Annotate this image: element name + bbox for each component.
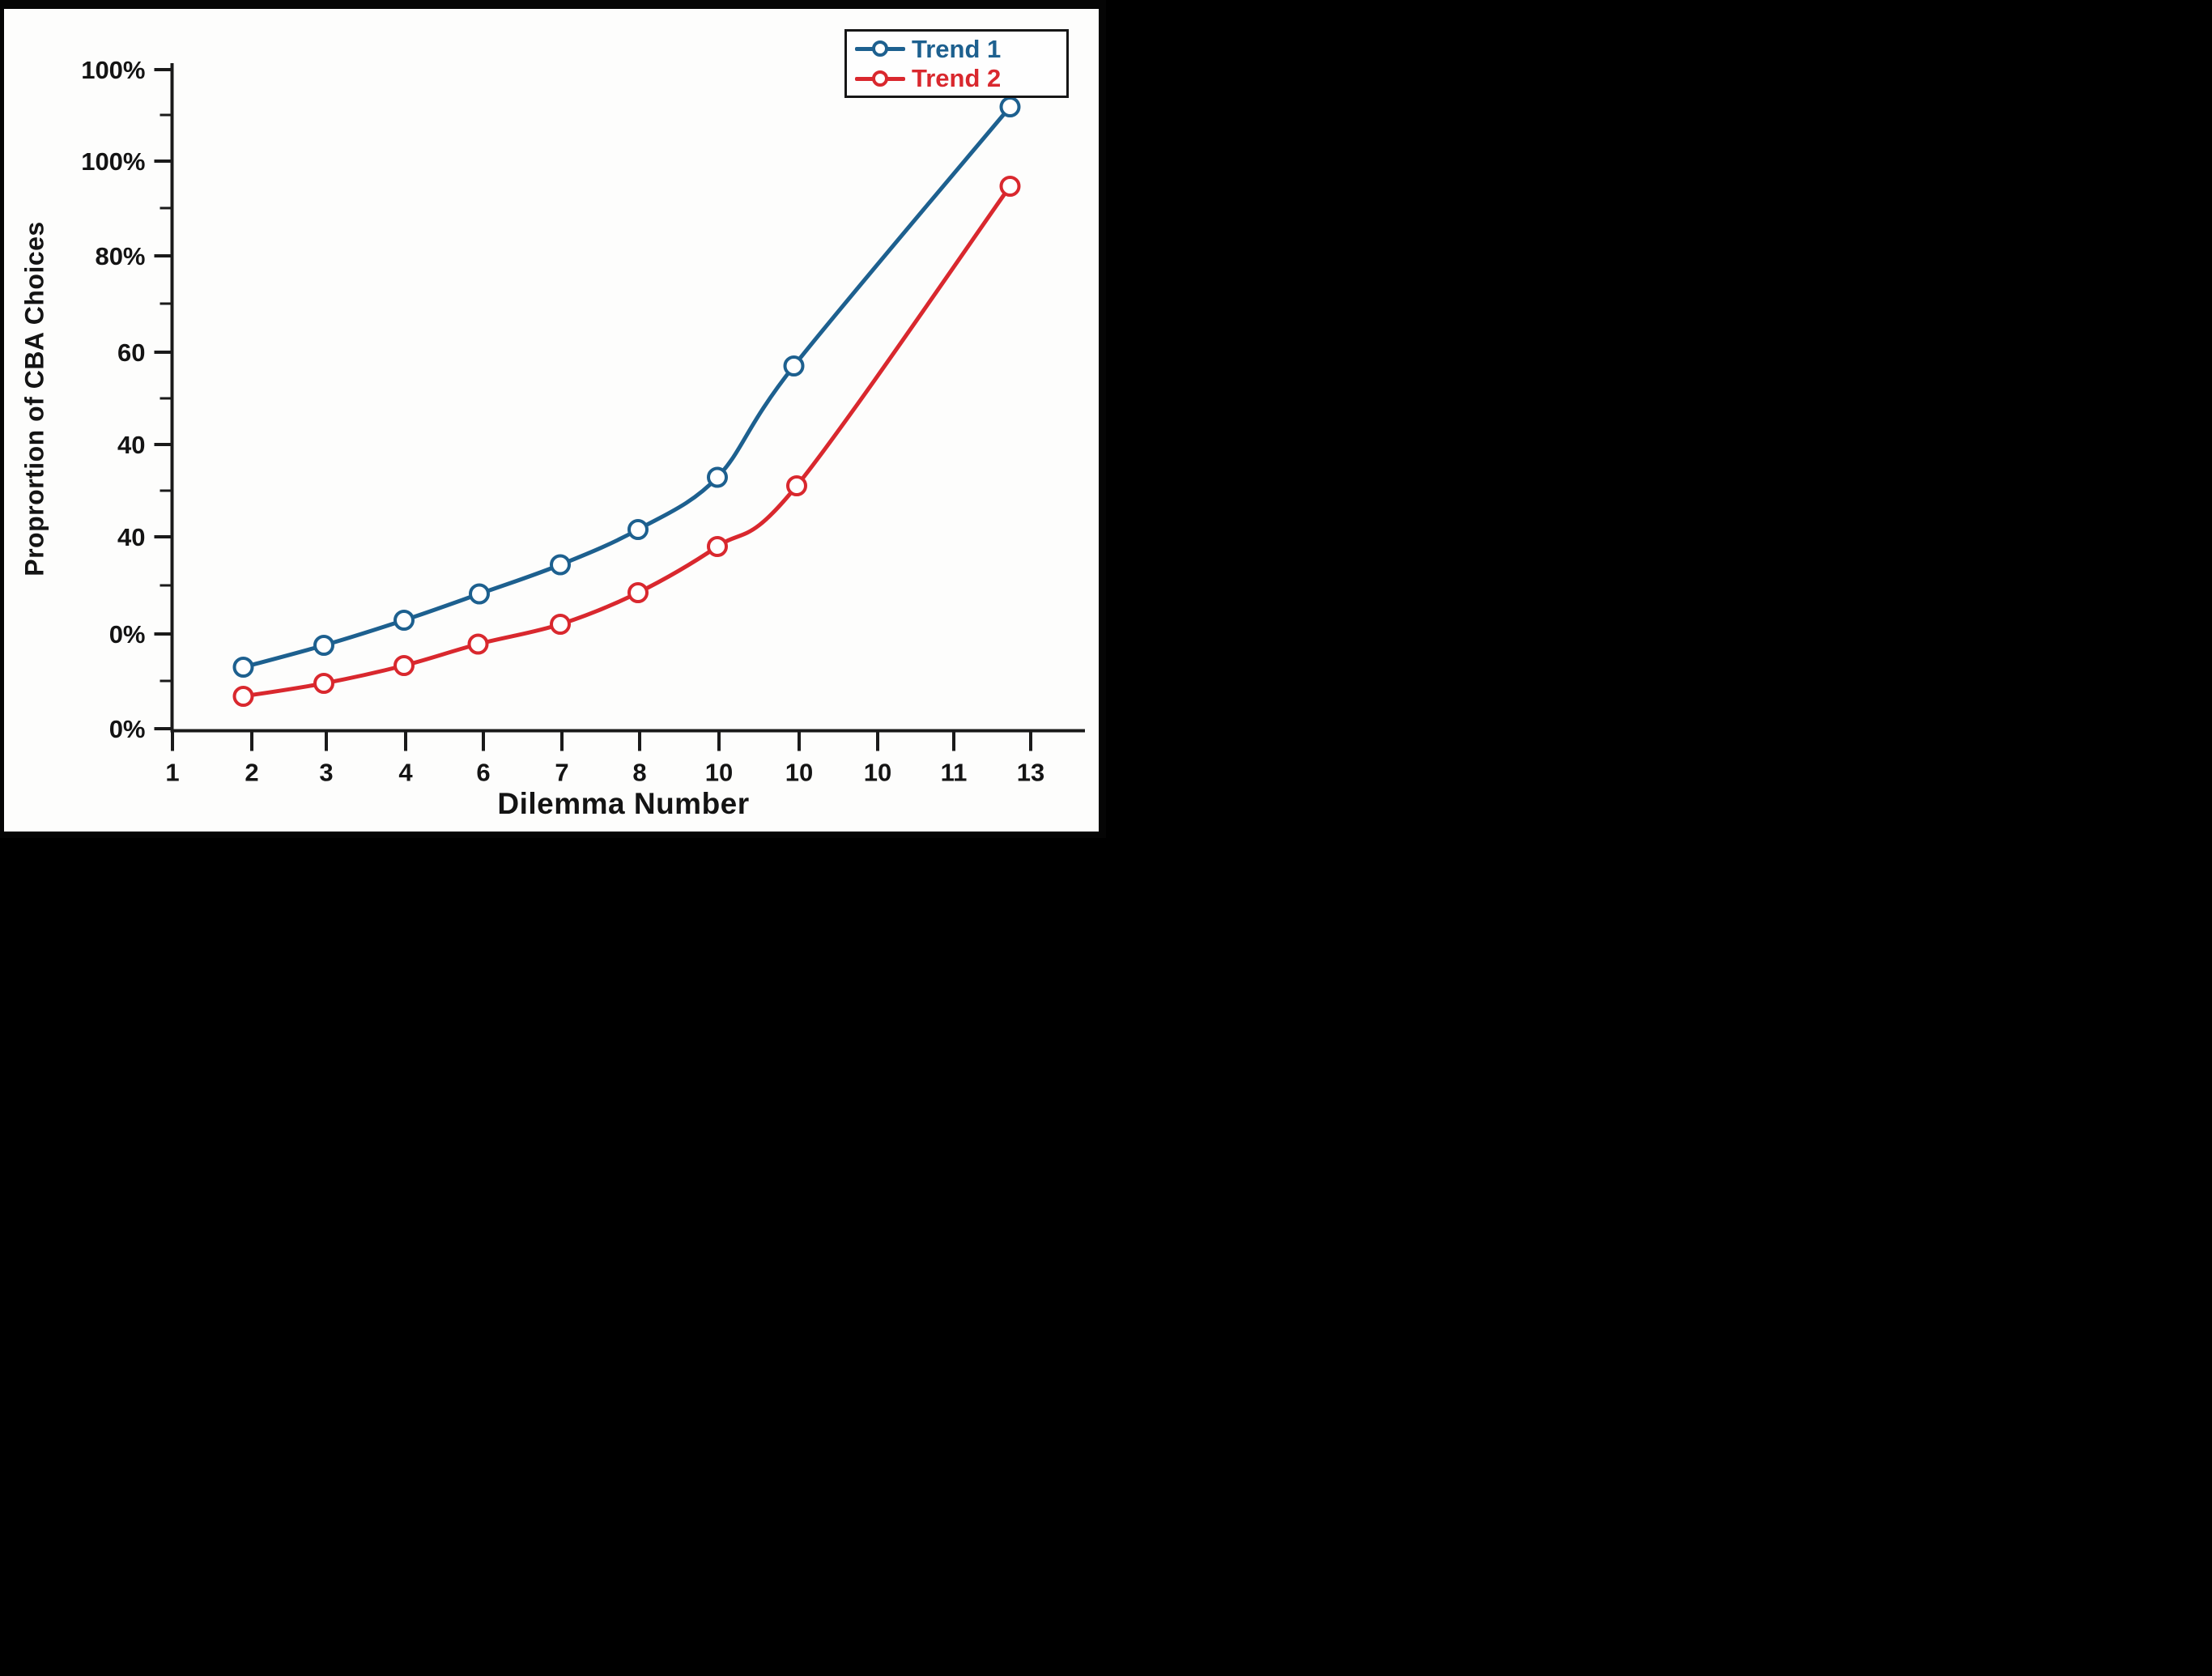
x-tick-label: 7 bbox=[555, 759, 568, 787]
legend-label-trend-2: Trend 2 bbox=[912, 64, 1002, 93]
y-tick-label: 100% bbox=[81, 56, 145, 84]
chart-page bbox=[4, 9, 1099, 832]
series-1-marker bbox=[393, 610, 415, 631]
y-tick-label: 40 bbox=[117, 523, 145, 551]
x-axis-title: Dilemma Number bbox=[497, 787, 750, 820]
series-2-marker bbox=[550, 614, 571, 635]
figure-frame: 100% 100% 80% 60 40 40 0% 0% 1 2 3 4 6 7 8 10 10 10 11 13 P… bbox=[0, 0, 1106, 838]
series-1-marker bbox=[550, 554, 571, 576]
series-line-2 bbox=[241, 184, 1012, 699]
series-2-marker bbox=[999, 176, 1021, 197]
x-tick-label: 10 bbox=[785, 759, 813, 787]
y-tick-label: 100% bbox=[81, 147, 145, 176]
y-axis-title: Proprortion of CBA Choices bbox=[19, 221, 49, 576]
x-tick-label: 10 bbox=[864, 759, 891, 787]
x-tick-label: 1 bbox=[165, 759, 179, 787]
series-2-marker bbox=[786, 475, 807, 496]
series-1-marker bbox=[627, 519, 649, 540]
series-2-marker bbox=[393, 655, 415, 676]
series-2-marker bbox=[707, 536, 728, 557]
trend-2-marker-icon bbox=[855, 70, 905, 87]
series-2-marker bbox=[627, 582, 649, 603]
series-2-marker bbox=[232, 686, 254, 707]
series-line-1 bbox=[241, 104, 1012, 670]
trend-1-marker-icon bbox=[855, 40, 905, 57]
series-1-marker bbox=[232, 657, 254, 678]
legend-item-trend-2: Trend 2 bbox=[847, 66, 1066, 91]
x-tick-label: 6 bbox=[476, 759, 490, 787]
series-1-marker bbox=[469, 583, 490, 605]
series-2-marker bbox=[467, 633, 489, 655]
x-tick-label: 11 bbox=[941, 759, 968, 787]
line-chart-canvas: 100% 100% 80% 60 40 40 0% 0% 1 2 3 4 6 7 8 10 10 10 11 13 bbox=[81, 56, 1085, 787]
legend-label-trend-1: Trend 1 bbox=[912, 34, 1002, 63]
y-tick-label: 40 bbox=[117, 431, 145, 459]
legend-box: Trend 1 Trend 2 bbox=[844, 29, 1069, 98]
series-1-marker bbox=[313, 635, 334, 656]
x-tick-label: 13 bbox=[1017, 759, 1044, 787]
y-tick-label: 60 bbox=[117, 338, 145, 367]
series-2-marker bbox=[313, 673, 334, 694]
x-tick-label: 3 bbox=[319, 759, 333, 787]
series-1-marker bbox=[999, 96, 1021, 117]
x-tick-label: 4 bbox=[398, 759, 413, 787]
legend-item-trend-1: Trend 1 bbox=[847, 36, 1066, 62]
x-tick-label: 2 bbox=[245, 759, 258, 787]
y-tick-label: 80% bbox=[95, 242, 145, 270]
series-1-marker bbox=[707, 466, 728, 488]
x-tick-label: 8 bbox=[632, 759, 646, 787]
axis-spine bbox=[170, 63, 1085, 733]
y-tick-label: 0% bbox=[109, 715, 146, 743]
x-tick-label: 10 bbox=[705, 759, 733, 787]
y-tick-label: 0% bbox=[109, 620, 146, 649]
series-1-marker bbox=[783, 355, 805, 376]
